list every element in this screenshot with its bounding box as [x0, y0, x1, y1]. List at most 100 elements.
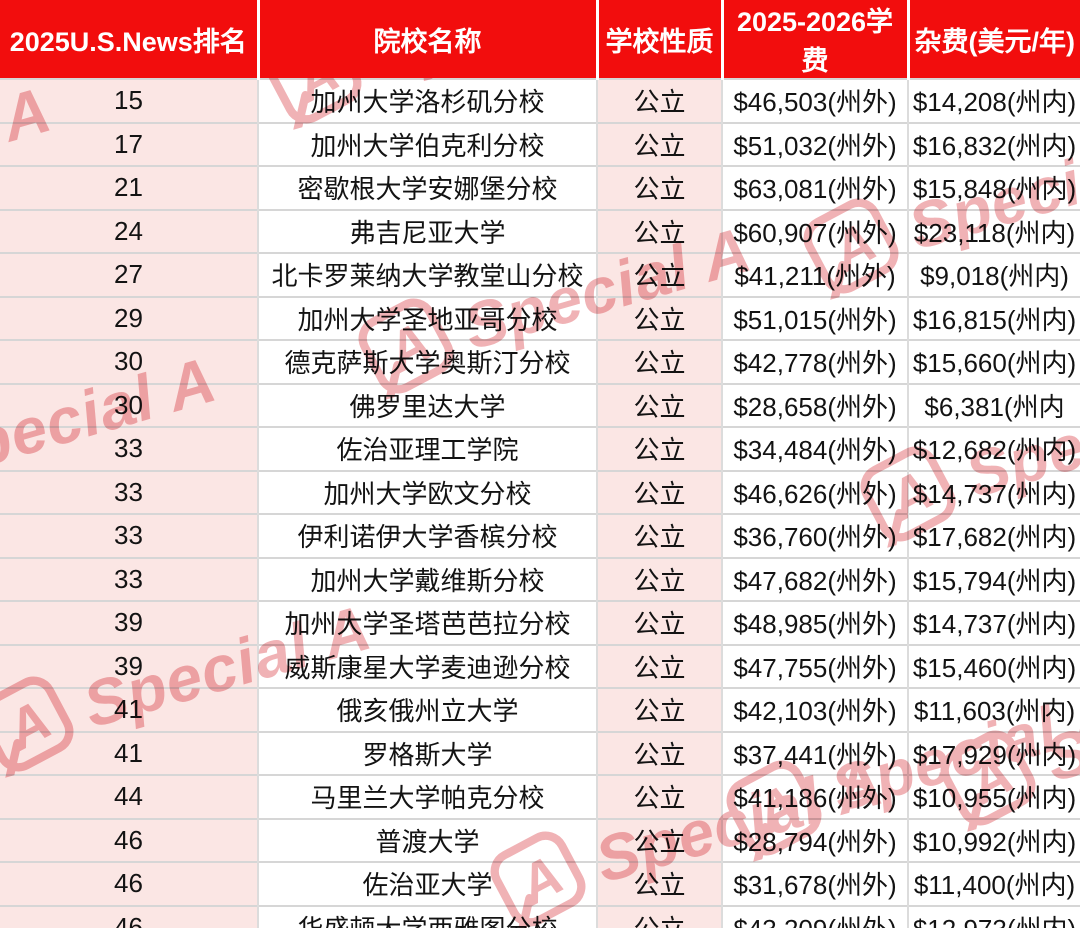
school-type-cell: 公立 [597, 469, 723, 514]
table-row: 41 俄亥俄州立大学 公立 $42,103(州外) $11,603(州内) [0, 687, 1080, 732]
table-row: 33 加州大学欧文分校 公立 $46,626(州外) $14,737(州内) [0, 469, 1080, 514]
school-name-cell: 威斯康星大学麦迪逊分校 [258, 643, 598, 688]
school-type-cell: 公立 [597, 252, 723, 297]
tuition-cell: $47,755(州外) [722, 643, 909, 688]
table-row: 44 马里兰大学帕克分校 公立 $41,186(州外) $10,955(州内) [0, 774, 1080, 819]
rank-cell: 29 [0, 295, 259, 340]
school-type-cell: 公立 [597, 382, 723, 427]
fees-cell: $11,400(州内) [908, 861, 1080, 906]
rank-cell: 33 [0, 426, 259, 471]
school-type-cell: 公立 [597, 165, 723, 210]
fees-cell: $10,992(州内) [908, 817, 1080, 862]
rank-cell: 27 [0, 252, 259, 297]
table-row: 24 弗吉尼亚大学 公立 $60,907(州外) $23,118(州内) [0, 208, 1080, 253]
header-row: 2025U.S.News排名 院校名称 学校性质 2025-2026学费 杂费(美元/年… [0, 0, 1080, 79]
rank-cell: 30 [0, 382, 259, 427]
school-type-cell: 公立 [597, 817, 723, 862]
fees-cell: $11,603(州内) [908, 687, 1080, 732]
rank-cell: 15 [0, 78, 259, 123]
rank-cell: 39 [0, 643, 259, 688]
school-type-cell: 公立 [597, 774, 723, 819]
school-name-cell: 佐治亚大学 [258, 861, 598, 906]
tuition-cell: $51,015(州外) [722, 295, 909, 340]
table-row: 29 加州大学圣地亚哥分校 公立 $51,015(州外) $16,815(州内) [0, 295, 1080, 340]
fees-cell: $16,815(州内) [908, 295, 1080, 340]
tuition-cell: $43,209(州外) [722, 904, 909, 928]
tuition-cell: $34,484(州外) [722, 426, 909, 471]
school-name-cell: 佐治亚理工学院 [258, 426, 598, 471]
rank-cell: 33 [0, 556, 259, 601]
rank-cell: 39 [0, 600, 259, 645]
table-row: 46 佐治亚大学 公立 $31,678(州外) $11,400(州内) [0, 861, 1080, 906]
school-type-cell: 公立 [597, 426, 723, 471]
school-name-cell: 北卡罗莱纳大学教堂山分校 [258, 252, 598, 297]
fees-cell: $14,737(州内) [908, 469, 1080, 514]
fees-cell: $12,682(州内) [908, 426, 1080, 471]
school-name-cell: 罗格斯大学 [258, 730, 598, 775]
tuition-cell: $46,503(州外) [722, 78, 909, 123]
school-type-cell: 公立 [597, 121, 723, 166]
table-row: 15 加州大学洛杉矶分校 公立 $46,503(州外) $14,208(州内) [0, 78, 1080, 123]
fees-cell: $6,381(州内 [908, 382, 1080, 427]
tuition-cell: $48,985(州外) [722, 600, 909, 645]
school-name-cell: 马里兰大学帕克分校 [258, 774, 598, 819]
school-name-cell: 加州大学圣地亚哥分校 [258, 295, 598, 340]
table-row: 41 罗格斯大学 公立 $37,441(州外) $17,929(州内) [0, 730, 1080, 775]
fees-cell: $10,955(州内) [908, 774, 1080, 819]
school-type-cell: 公立 [597, 78, 723, 123]
fees-cell: $17,929(州内) [908, 730, 1080, 775]
rank-cell: 17 [0, 121, 259, 166]
table-row: 27 北卡罗莱纳大学教堂山分校 公立 $41,211(州外) $9,018(州内) [0, 252, 1080, 297]
school-name-cell: 密歇根大学安娜堡分校 [258, 165, 598, 210]
header-cell-fees: 杂费(美元/年) [908, 0, 1080, 79]
tuition-cell: $60,907(州外) [722, 208, 909, 253]
tuition-cell: $28,658(州外) [722, 382, 909, 427]
school-type-cell: 公立 [597, 513, 723, 558]
tuition-cell: $28,794(州外) [722, 817, 909, 862]
school-name-cell: 德克萨斯大学奥斯汀分校 [258, 339, 598, 384]
tuition-cell: $42,778(州外) [722, 339, 909, 384]
school-type-cell: 公立 [597, 556, 723, 601]
rank-cell: 41 [0, 687, 259, 732]
table-row: 30 德克萨斯大学奥斯汀分校 公立 $42,778(州外) $15,660(州内) [0, 339, 1080, 384]
tuition-cell: $41,211(州外) [722, 252, 909, 297]
table-row: 46 普渡大学 公立 $28,794(州外) $10,992(州内) [0, 817, 1080, 862]
school-name-cell: 华盛顿大学西雅图分校 [258, 904, 598, 928]
fees-cell: $14,737(州内) [908, 600, 1080, 645]
school-type-cell: 公立 [597, 600, 723, 645]
rank-cell: 41 [0, 730, 259, 775]
school-type-cell: 公立 [597, 730, 723, 775]
rank-cell: 33 [0, 513, 259, 558]
header-cell-school-name: 院校名称 [258, 0, 599, 79]
header-cell-school-type: 学校性质 [597, 0, 724, 79]
school-name-cell: 加州大学欧文分校 [258, 469, 598, 514]
fees-cell: $17,682(州内) [908, 513, 1080, 558]
tuition-cell: $37,441(州外) [722, 730, 909, 775]
table-row: 39 威斯康星大学麦迪逊分校 公立 $47,755(州外) $15,460(州内) [0, 643, 1080, 688]
fees-cell: $15,660(州内) [908, 339, 1080, 384]
school-type-cell: 公立 [597, 208, 723, 253]
school-type-cell: 公立 [597, 904, 723, 928]
school-name-cell: 加州大学圣塔芭芭拉分校 [258, 600, 598, 645]
tuition-cell: $46,626(州外) [722, 469, 909, 514]
tuition-cell: $41,186(州外) [722, 774, 909, 819]
tuition-cell: $36,760(州外) [722, 513, 909, 558]
header-cell-tuition: 2025-2026学费 [722, 0, 910, 79]
school-name-cell: 佛罗里达大学 [258, 382, 598, 427]
tuition-cell: $42,103(州外) [722, 687, 909, 732]
fees-cell: $9,018(州内) [908, 252, 1080, 297]
tuition-cell: $63,081(州外) [722, 165, 909, 210]
school-name-cell: 加州大学戴维斯分校 [258, 556, 598, 601]
rank-cell: 46 [0, 817, 259, 862]
table-row: 33 伊利诺伊大学香槟分校 公立 $36,760(州外) $17,682(州内) [0, 513, 1080, 558]
school-type-cell: 公立 [597, 339, 723, 384]
fees-cell: $14,208(州内) [908, 78, 1080, 123]
table-row: 46华盛顿大学西雅图分校公立$43,209(州外)$12,973(州内) [0, 904, 1080, 928]
fees-cell: $15,794(州内) [908, 556, 1080, 601]
rank-cell: 24 [0, 208, 259, 253]
fees-cell: $16,832(州内) [908, 121, 1080, 166]
school-name-cell: 加州大学洛杉矶分校 [258, 78, 598, 123]
rank-cell: 46 [0, 861, 259, 906]
table-row: 30 佛罗里达大学 公立 $28,658(州外) $6,381(州内 [0, 382, 1080, 427]
